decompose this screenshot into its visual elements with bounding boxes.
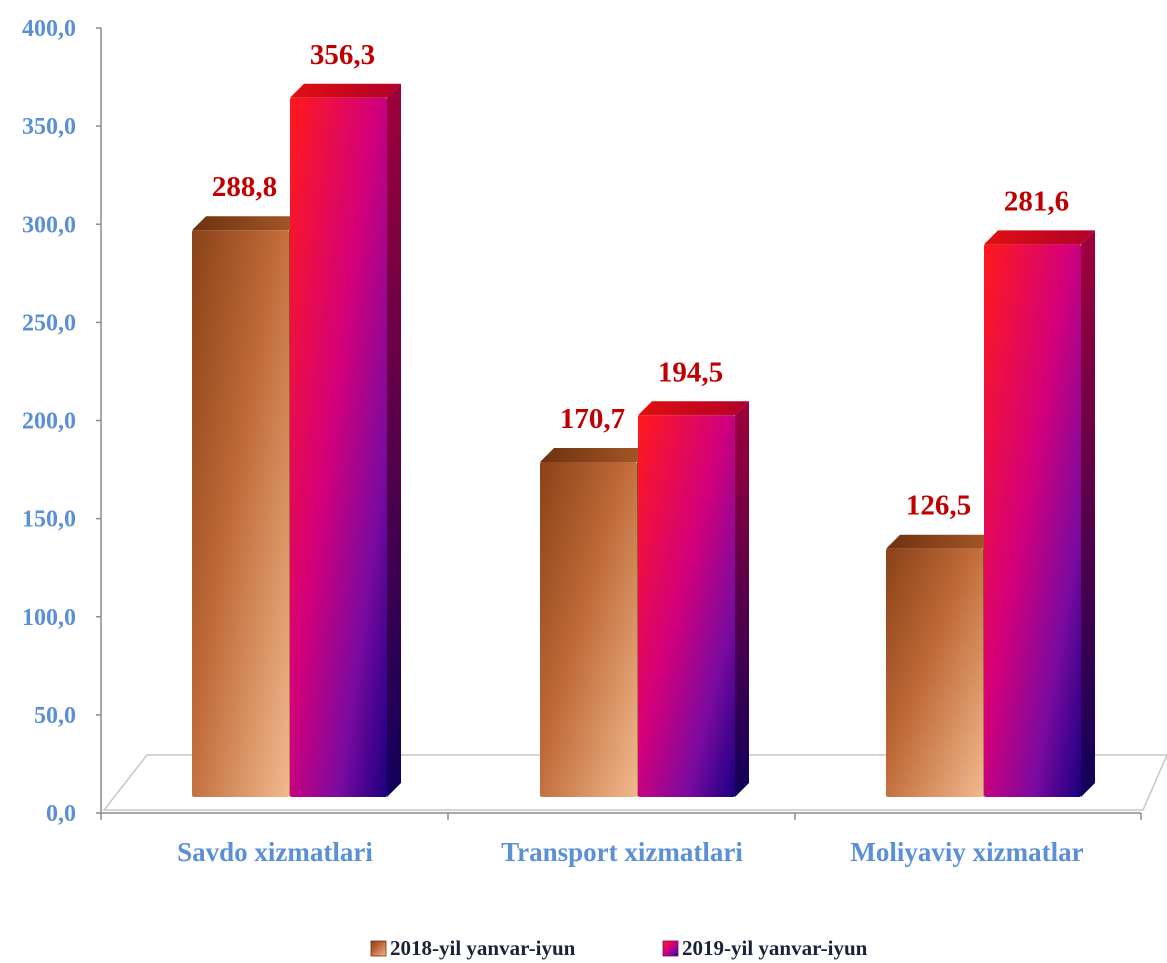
legend-swatch-2019 bbox=[662, 940, 679, 957]
x-category-label: Transport xizmatlari bbox=[501, 837, 743, 867]
x-category-label: Moliyaviy xizmatlar bbox=[850, 837, 1083, 867]
y-tick-label: 50,0 bbox=[34, 703, 76, 729]
bar-side bbox=[1081, 230, 1095, 798]
y-tick-label: 350,0 bbox=[22, 114, 76, 140]
bar-top bbox=[638, 401, 749, 416]
data-label: 126,5 bbox=[906, 490, 971, 522]
x-category-label: Savdo xizmatlari bbox=[177, 837, 373, 867]
y-tick-label: 250,0 bbox=[22, 310, 76, 336]
bar-side bbox=[387, 83, 401, 798]
y-tick-label: 400,0 bbox=[22, 16, 76, 42]
bar bbox=[290, 83, 401, 798]
bar-front bbox=[886, 548, 983, 797]
bar-top bbox=[984, 230, 1095, 245]
y-tick-label: 200,0 bbox=[22, 409, 76, 435]
bar bbox=[886, 534, 997, 797]
y-tick-label: 300,0 bbox=[22, 212, 76, 238]
y-tick-label: 0,0 bbox=[46, 801, 76, 827]
y-tick-label: 100,0 bbox=[22, 605, 76, 631]
data-labels: 288,8 356,3 170,7 194,5 126,5 281,6 bbox=[212, 39, 1069, 522]
bar-top bbox=[290, 83, 401, 98]
chart-floor bbox=[102, 754, 1167, 811]
legend-label-2019: 2019-yil yanvar-iyun bbox=[682, 936, 868, 960]
bars bbox=[192, 83, 1095, 798]
bar bbox=[984, 230, 1095, 798]
x-axis-categories: Savdo xizmatlari Transport xizmatlari Moli… bbox=[100, 813, 1142, 867]
bar-front bbox=[192, 230, 289, 798]
bar-front bbox=[984, 244, 1081, 798]
legend-swatch-2018 bbox=[370, 940, 387, 957]
bar-top bbox=[192, 216, 303, 231]
bar-front bbox=[638, 415, 735, 797]
legend-label-2018: 2018-yil yanvar-iyun bbox=[390, 936, 576, 960]
bar bbox=[540, 448, 651, 797]
data-label: 288,8 bbox=[212, 171, 277, 203]
bar bbox=[638, 401, 749, 797]
y-axis-ticks: 0,0 50,0 100,0 150,0 200,0 250,0 300,0 350,0 400… bbox=[22, 16, 101, 827]
data-label: 170,7 bbox=[560, 403, 625, 435]
bar-side bbox=[735, 401, 749, 797]
data-label: 194,5 bbox=[658, 356, 723, 388]
legend: 2018-yil yanvar-iyun 2019-yil yanvar-iyu… bbox=[370, 936, 868, 960]
data-label: 281,6 bbox=[1004, 185, 1069, 217]
bar bbox=[192, 216, 303, 798]
data-label: 356,3 bbox=[310, 39, 375, 71]
bar-top bbox=[540, 448, 651, 463]
bar-front bbox=[540, 462, 637, 797]
y-tick-label: 150,0 bbox=[22, 507, 76, 533]
bar-front bbox=[290, 97, 387, 798]
bar-top bbox=[886, 534, 997, 549]
